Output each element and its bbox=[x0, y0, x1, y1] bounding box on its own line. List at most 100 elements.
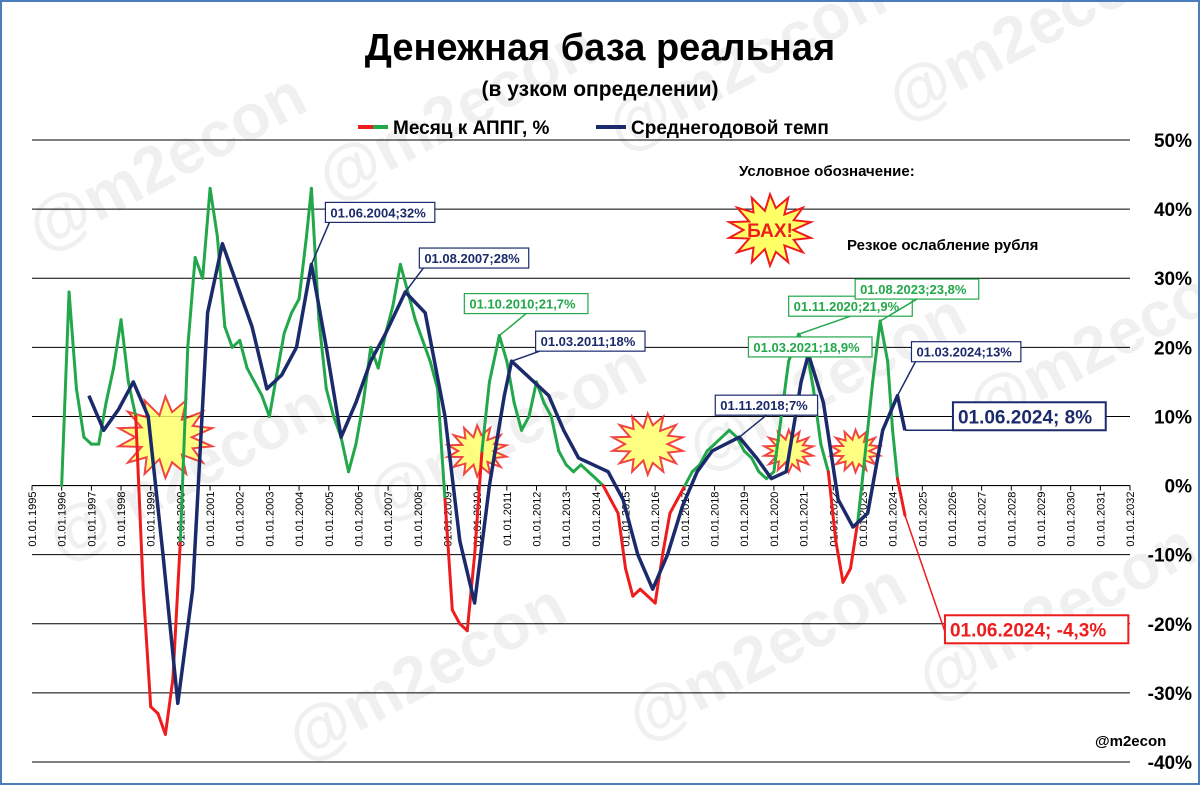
annotation-label: 01.03.2024;13% bbox=[916, 345, 1012, 360]
burst-label: БАХ! bbox=[747, 221, 793, 242]
annotation-box bbox=[747, 336, 873, 358]
monthly-series-segment bbox=[149, 705, 160, 716]
monthly-series-segment bbox=[863, 380, 875, 453]
annotation-box bbox=[788, 295, 913, 317]
monthly-series-segment bbox=[60, 290, 71, 488]
annotation-leader bbox=[310, 222, 331, 265]
annotation-label: 01.06.2024; 8% bbox=[958, 407, 1092, 428]
monthly-series-segment bbox=[82, 435, 93, 446]
monthly-series-segment bbox=[297, 235, 308, 301]
monthly-series-segment bbox=[594, 477, 605, 488]
monthly-series-segment bbox=[252, 380, 264, 398]
y-tick-label: 10% bbox=[1154, 407, 1192, 428]
annotation-label: 01.03.2011;18% bbox=[541, 334, 636, 349]
watermark-text: @m2econ bbox=[875, 2, 1177, 134]
legend-note-description: Резкое ослабление рубля bbox=[847, 237, 1038, 254]
annotation-box bbox=[910, 341, 1022, 363]
x-tick-label: 01.01.2002 bbox=[235, 492, 247, 547]
monthly-series-segment bbox=[354, 401, 365, 446]
y-tick-label: 30% bbox=[1154, 269, 1192, 290]
x-tick-label: 01.01.2027 bbox=[977, 492, 989, 547]
credit-label: @m2econ bbox=[1095, 733, 1166, 750]
monthly-series-segment bbox=[290, 297, 301, 315]
x-tick-label: 01.01.2013 bbox=[561, 492, 573, 547]
x-tick-label: 01.01.2018 bbox=[710, 492, 722, 547]
y-tick-label: -40% bbox=[1148, 753, 1192, 774]
monthly-series-segment bbox=[505, 359, 516, 405]
monthly-series-segment bbox=[156, 712, 167, 736]
y-tick-label: -10% bbox=[1148, 546, 1192, 567]
monthly-series-segment bbox=[891, 428, 899, 481]
x-tick-label: 01.01.2006 bbox=[353, 492, 365, 547]
monthly-series-segment bbox=[347, 442, 358, 474]
annotation-leader bbox=[798, 315, 851, 335]
monthly-series-segment bbox=[208, 186, 219, 239]
x-tick-label: 01.01.1999 bbox=[146, 492, 158, 547]
monthly-series-segment bbox=[895, 477, 907, 517]
monthly-series-segment bbox=[819, 442, 830, 474]
monthly-series-segment bbox=[141, 587, 153, 709]
monthly-series-segment bbox=[238, 338, 249, 370]
annotation-label: 01.10.2010;21,7% bbox=[469, 297, 576, 312]
burst-mark bbox=[827, 426, 884, 476]
monthly-series-segment bbox=[201, 186, 212, 280]
x-tick-label: 01.01.2032 bbox=[1125, 492, 1137, 547]
monthly-series-segment bbox=[74, 387, 86, 439]
annotation-label: 01.06.2004;32% bbox=[330, 205, 426, 220]
annotation-box bbox=[714, 394, 819, 416]
x-tick-label: 01.01.2026 bbox=[947, 492, 959, 547]
burst-mark bbox=[608, 410, 687, 478]
y-tick-label: -30% bbox=[1148, 684, 1192, 705]
monthly-series-segment bbox=[324, 387, 336, 418]
monthly-series-segment bbox=[282, 311, 294, 336]
watermark-layer: @m2econ@m2econ@m2econ@m2econ@m2econ @m2ec… bbox=[15, 0, 1200, 774]
monthly-series-segment bbox=[134, 414, 145, 591]
legend-monthly-label: Месяц к АППГ, % bbox=[393, 118, 550, 139]
annotation-leader bbox=[879, 298, 918, 322]
x-tick-label: 01.01.2031 bbox=[1095, 492, 1107, 547]
monthly-series-segment bbox=[480, 380, 491, 453]
monthly-series-segment bbox=[450, 608, 462, 626]
annotation-label: 01.11.2020;21,9% bbox=[794, 299, 900, 314]
monthly-series-segment bbox=[413, 318, 425, 342]
x-tick-label: 01.01.2004 bbox=[294, 492, 306, 547]
x-tick-label: 01.01.2025 bbox=[917, 492, 929, 547]
x-tick-label: 01.01.1995 bbox=[27, 492, 39, 547]
monthly-series-segment bbox=[856, 449, 867, 522]
avg-series-line bbox=[87, 241, 907, 706]
x-tick-label: 01.01.2011 bbox=[502, 492, 514, 546]
monthly-series-segment bbox=[834, 539, 845, 584]
monthly-series-segment bbox=[698, 449, 709, 467]
x-tick-label: 01.01.2020 bbox=[769, 492, 781, 547]
watermark-text: @m2econ bbox=[15, 58, 317, 264]
monthly-series-segment bbox=[398, 262, 410, 294]
monthly-series-segment bbox=[339, 435, 351, 474]
monthly-series-segment bbox=[436, 387, 447, 501]
monthly-series-segment bbox=[841, 566, 853, 584]
annotation-label: 01.08.2023;23,8% bbox=[860, 282, 967, 297]
monthly-series-segment bbox=[215, 235, 227, 329]
y-tick-label: 50% bbox=[1154, 131, 1192, 152]
monthly-series-segment bbox=[750, 456, 761, 474]
annotation-leader bbox=[896, 361, 917, 397]
x-tick-label: 01.01.2024 bbox=[888, 492, 900, 547]
y-tick-label: 20% bbox=[1154, 338, 1192, 359]
annotation-layer: 01.06.2004;32% 01.08.2007;28% 01.10.2010;2… bbox=[310, 201, 1130, 645]
monthly-series-segment bbox=[871, 319, 882, 384]
monthly-series-segment bbox=[586, 470, 598, 481]
monthly-series-segment bbox=[609, 497, 620, 515]
monthly-series-segment bbox=[186, 255, 197, 349]
monthly-series-segment bbox=[275, 332, 286, 377]
monthly-series-segment bbox=[720, 428, 731, 439]
monthly-series-segment bbox=[487, 334, 501, 384]
x-tick-label: 01.01.2028 bbox=[1006, 492, 1018, 547]
monthly-series-segment bbox=[163, 677, 175, 736]
y-tick-label: -20% bbox=[1148, 615, 1192, 636]
annotation-box bbox=[535, 330, 646, 352]
annotation-box bbox=[943, 614, 1130, 645]
monthly-series-segment bbox=[727, 428, 739, 439]
legend: Месяц к АППГ, % Среднегодовой темп bbox=[358, 118, 829, 139]
y-tick-label: 40% bbox=[1154, 200, 1192, 221]
x-tick-label: 01.01.2001 bbox=[205, 492, 217, 547]
